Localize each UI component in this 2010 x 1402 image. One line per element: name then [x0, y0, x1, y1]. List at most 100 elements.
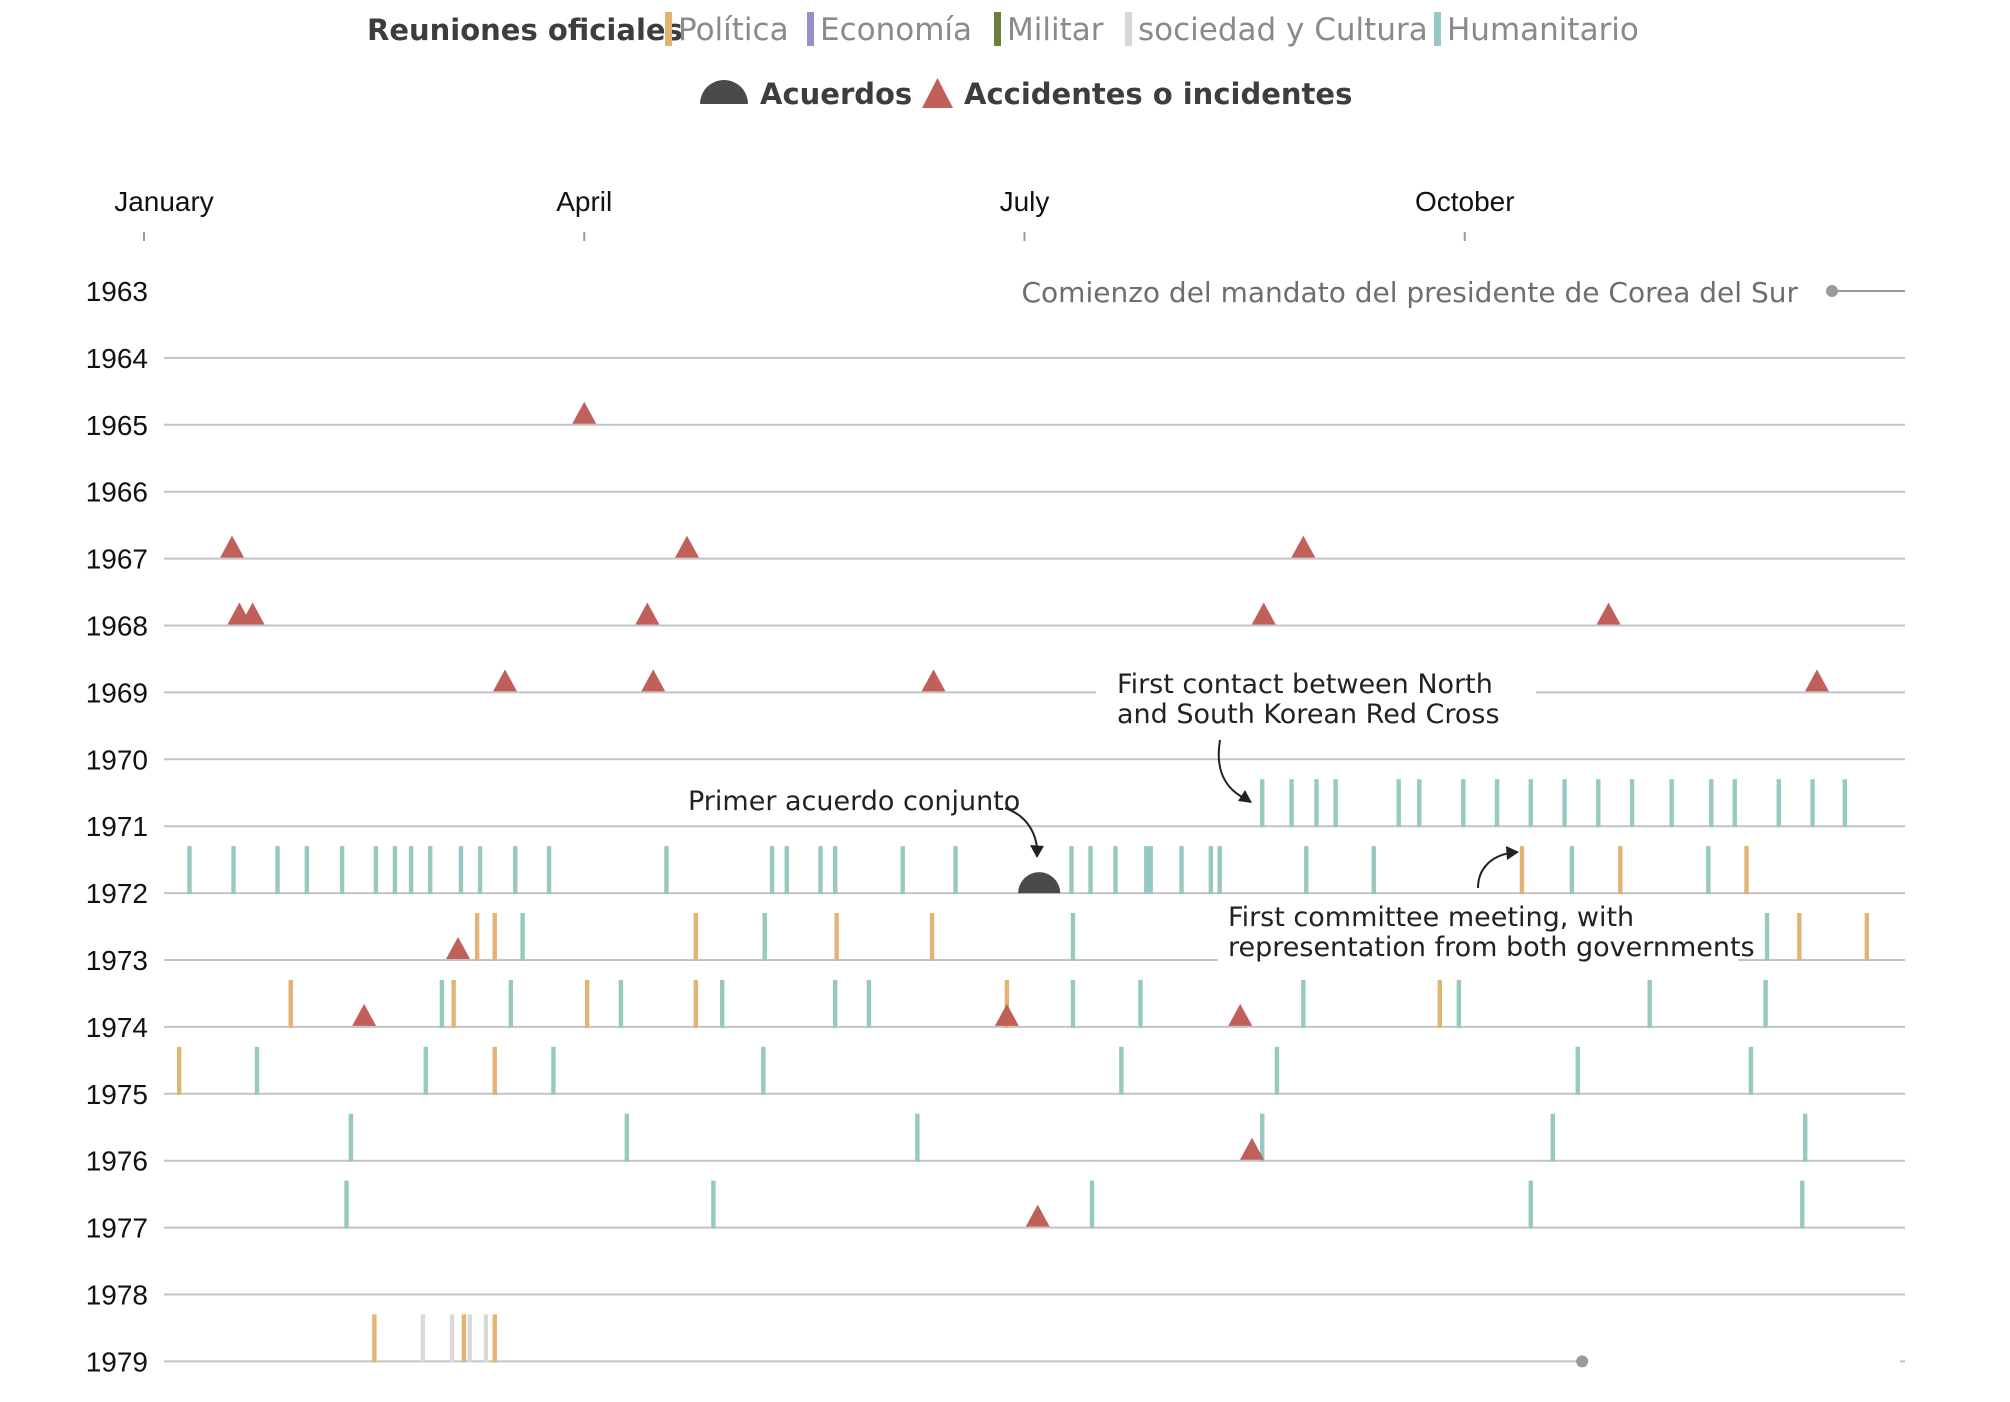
meeting-mark-humanitario [373, 846, 379, 895]
meeting-mark-politica [834, 913, 839, 961]
meeting-mark-humanitario [832, 979, 838, 1028]
meeting-mark-politica [1797, 913, 1802, 961]
month-label-october: October [1415, 186, 1515, 217]
legend-label-economia: Economía [820, 12, 972, 48]
year-label-1973: 1973 [86, 945, 148, 976]
meeting-mark-humanitario [1842, 779, 1848, 828]
meeting-mark-humanitario [1748, 1046, 1754, 1095]
annotation-redcross-line1: First contact between North [1117, 669, 1493, 700]
incident-mark [641, 669, 666, 692]
meeting-mark-humanitario [1070, 979, 1076, 1028]
meeting-mark-humanitario [427, 846, 433, 895]
year-label-1970: 1970 [86, 744, 148, 775]
legend-swatch-economia [807, 12, 814, 46]
meeting-mark-humanitario [1494, 779, 1500, 828]
incident-mark [1596, 602, 1621, 625]
meeting-mark-politica [492, 913, 497, 961]
meeting-mark-humanitario [254, 1046, 260, 1095]
meeting-mark-politica [693, 913, 698, 961]
meeting-mark-humanitario [513, 846, 518, 895]
meeting-mark-humanitario [762, 913, 767, 961]
meeting-mark-humanitario [1274, 1046, 1280, 1095]
month-label-january: January [114, 186, 214, 217]
meeting-mark-politica [1864, 913, 1870, 961]
meeting-mark-humanitario [275, 846, 280, 895]
meeting-mark-humanitario [520, 913, 525, 961]
meeting-mark-politica [693, 979, 698, 1028]
legend-incident-label: Accidentes o incidentes [964, 77, 1352, 111]
meeting-mark-politica [451, 979, 456, 1028]
meeting-mark-humanitario [866, 979, 872, 1028]
year-label-1977: 1977 [86, 1213, 148, 1244]
agreement-mark [1018, 872, 1061, 894]
meeting-mark-humanitario [477, 846, 483, 895]
meeting-mark-humanitario [915, 1113, 920, 1162]
year-label-1969: 1969 [86, 677, 148, 708]
meeting-mark-humanitario [1314, 779, 1319, 828]
meeting-mark-humanitario [769, 846, 775, 895]
meeting-mark-sociedad [467, 1314, 472, 1363]
meeting-mark-humanitario [1706, 846, 1711, 895]
meeting-mark-humanitario [1810, 779, 1815, 828]
meeting-mark-politica [1618, 846, 1623, 895]
meeting-mark-humanitario [953, 846, 958, 895]
annotation-committee-line1: First committee meeting, with [1228, 902, 1634, 933]
legend-label-sociedad: sociedad y Cultura [1138, 12, 1428, 48]
legend-swatch-humanitario [1434, 12, 1441, 46]
meeting-mark-humanitario [423, 1046, 428, 1095]
meeting-mark-humanitario [551, 1046, 556, 1095]
meeting-mark-sociedad [449, 1314, 455, 1363]
legend-agreement-icon [700, 80, 748, 104]
annotation-redcross-arrowhead [1238, 790, 1252, 803]
meeting-mark-humanitario [1144, 846, 1149, 895]
meeting-mark-humanitario [1260, 1113, 1265, 1162]
incident-mark [1291, 535, 1316, 558]
year-label-1978: 1978 [86, 1280, 148, 1311]
incident-mark [1804, 669, 1829, 692]
incident-mark [572, 401, 597, 424]
meeting-mark-humanitario [618, 979, 624, 1028]
meeting-mark-humanitario [1301, 979, 1306, 1028]
year-label-1963: 1963 [86, 276, 148, 307]
meeting-mark-humanitario [1763, 979, 1768, 1028]
meeting-mark-humanitario [508, 979, 514, 1028]
annotation-first-agreement: Primer acuerdo conjunto [688, 786, 1020, 817]
year-label-1972: 1972 [86, 878, 148, 909]
meeting-mark-humanitario [1709, 779, 1714, 828]
meeting-mark-humanitario [1461, 779, 1466, 828]
annotation-redcross-arrow [1217, 739, 1249, 801]
year-label-1964: 1964 [86, 343, 148, 374]
incident-mark [1025, 1204, 1050, 1227]
legend-label-humanitario: Humanitario [1447, 12, 1639, 48]
year-label-1967: 1967 [86, 544, 148, 575]
meeting-mark-humanitario [304, 846, 310, 895]
legend-incident-icon [922, 78, 953, 108]
annotation-committee-arrowhead [1506, 846, 1519, 860]
meeting-mark-humanitario [344, 1180, 349, 1229]
meeting-mark-humanitario [1417, 779, 1422, 828]
meeting-mark-humanitario [761, 1046, 766, 1095]
legend-markers: Acuerdos Accidentes o incidentes [700, 77, 1352, 111]
meeting-mark-humanitario [1528, 779, 1533, 828]
incident-mark [994, 1003, 1019, 1026]
year-label-1974: 1974 [86, 1012, 148, 1043]
month-axis: January April July October [114, 186, 1515, 241]
meeting-mark-humanitario [900, 846, 905, 895]
meeting-mark-humanitario [1113, 846, 1118, 895]
annotation-agreement-bg [676, 780, 1006, 822]
year-label-1975: 1975 [86, 1079, 148, 1110]
meeting-mark-humanitario [1764, 913, 1770, 961]
meeting-mark-humanitario [1333, 779, 1338, 828]
legend-categories: Política Economía Militar sociedad y Cultur… [665, 12, 1639, 48]
annotation-committee-line2: representation from both governments [1228, 932, 1755, 963]
incident-mark [240, 602, 265, 625]
meeting-mark-humanitario [784, 846, 789, 895]
meeting-mark-humanitario [1148, 846, 1153, 895]
meeting-mark-humanitario [711, 1180, 716, 1229]
meeting-mark-humanitario [1208, 846, 1214, 895]
year-label-1979: 1979 [86, 1346, 148, 1377]
legend-label-politica: Política [678, 12, 789, 48]
year-label-1965: 1965 [86, 410, 148, 441]
meeting-mark-humanitario [231, 846, 236, 895]
